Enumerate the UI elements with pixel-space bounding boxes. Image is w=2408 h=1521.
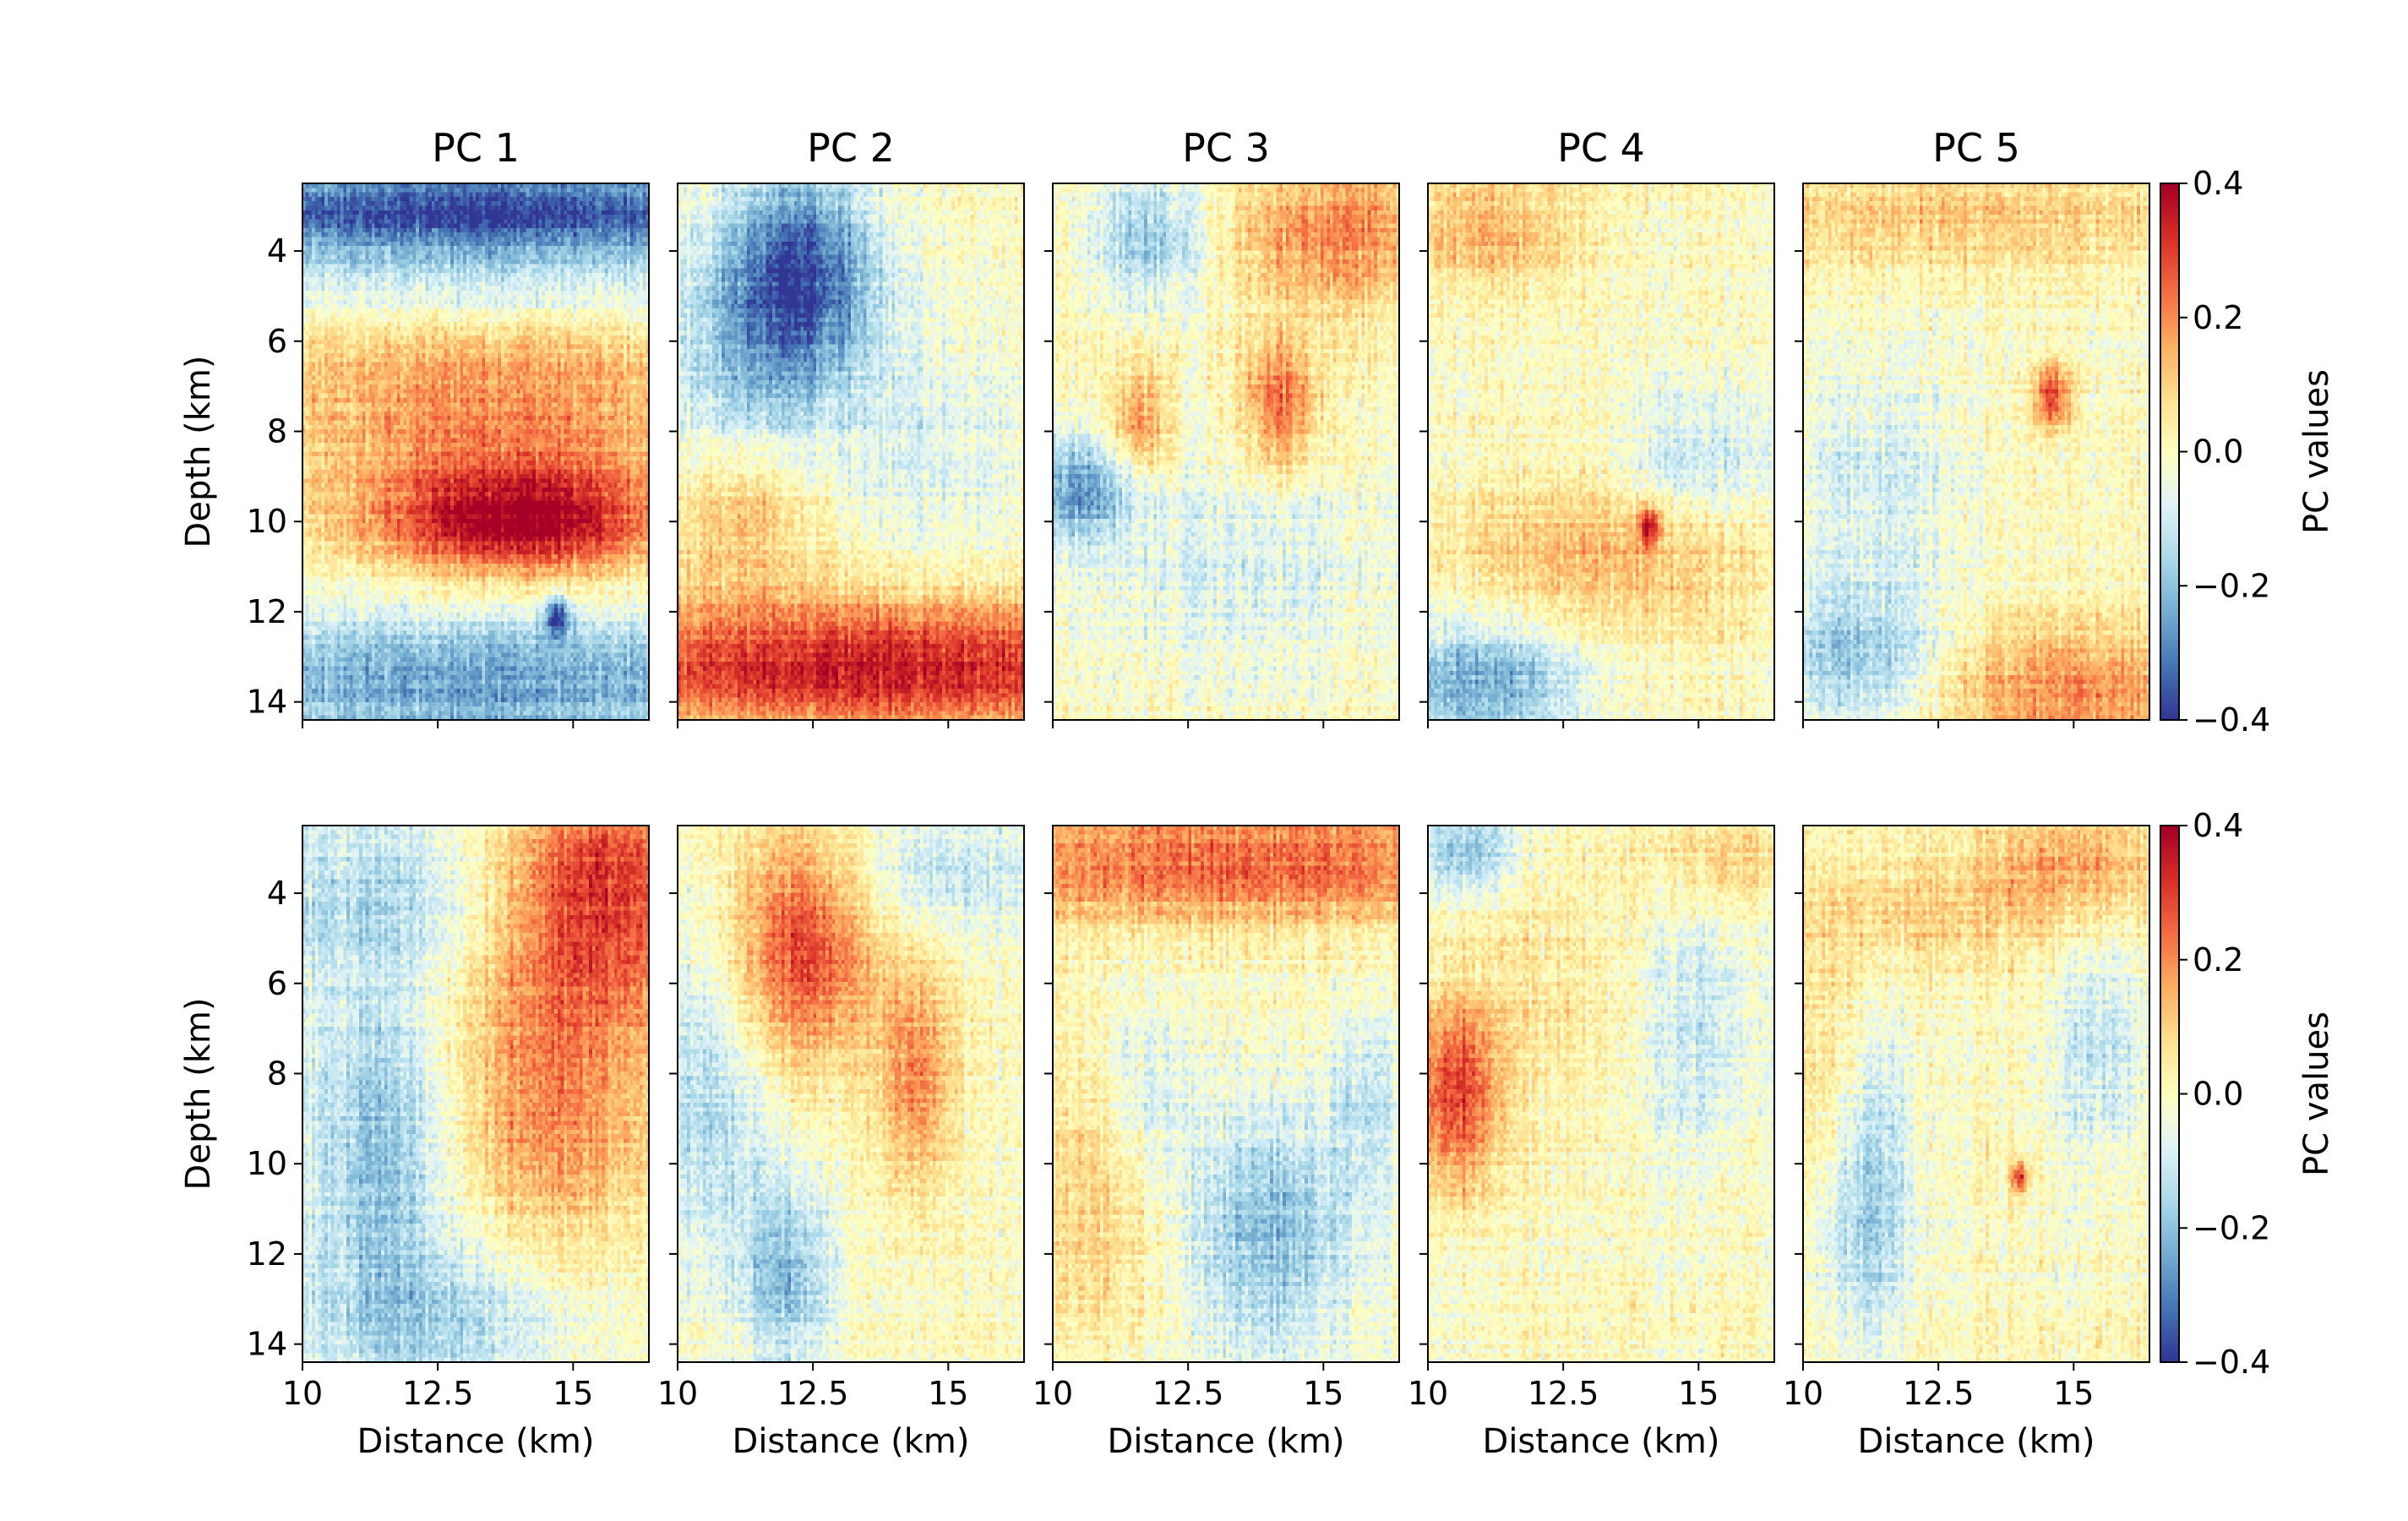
panel-frame-r2-pc4 xyxy=(1427,825,1775,1363)
panel-frame-r2-pc1 xyxy=(302,825,650,1363)
y-tick-label: 6 xyxy=(267,965,287,1002)
heatmap-r2-pc5 xyxy=(1803,826,2149,1362)
y-tick-label: 10 xyxy=(247,1145,287,1182)
heatmap-r2-pc2 xyxy=(678,826,1024,1362)
colorbar-tick-label: 0.2 xyxy=(2193,299,2243,336)
colorbar-tick-label: −0.4 xyxy=(2193,701,2270,739)
x-tick-label: 12.5 xyxy=(1528,1375,1599,1412)
panel-frame-r1-pc4 xyxy=(1427,183,1775,721)
y-tick-label: 14 xyxy=(247,1326,287,1363)
y-tick-label: 4 xyxy=(267,875,287,912)
colorbar-label: PC values xyxy=(2297,1011,2336,1176)
panel-frame-r2-pc5 xyxy=(1802,825,2150,1363)
panel-frame-r1-pc1 xyxy=(302,183,650,721)
x-tick-label: 15 xyxy=(1303,1375,1343,1412)
heatmap-r2-pc1 xyxy=(302,826,649,1362)
heatmap-r1-pc4 xyxy=(1428,183,1774,720)
x-axis-label: Distance (km) xyxy=(733,1422,970,1461)
y-tick-label: 10 xyxy=(247,503,287,540)
colorbars: 0.4 0.2 0.0 −0.2 −0.4 PC values 0.4 0.2 0.0 −0.2 −… xyxy=(2160,165,2336,1381)
y-tick-label: 12 xyxy=(247,593,287,630)
colorbar-tick-label: 0.4 xyxy=(2193,807,2243,844)
x-tick-label: 10 xyxy=(282,1375,323,1412)
heatmap-r2-pc4 xyxy=(1428,826,1774,1362)
heatmap-r1-pc2 xyxy=(678,183,1024,720)
panel-title-r1-pc4: PC 4 xyxy=(1557,125,1645,171)
colorbar-1 xyxy=(2160,183,2179,720)
x-tick-label: 12.5 xyxy=(1903,1375,1975,1412)
x-tick-label: 10 xyxy=(1408,1375,1448,1412)
panel-frame-r1-pc2 xyxy=(677,183,1025,721)
x-tick-label: 15 xyxy=(553,1375,593,1412)
heatmap-r1-pc1 xyxy=(302,183,649,720)
x-axis-label: Distance (km) xyxy=(1108,1422,1345,1461)
y-tick-label: 14 xyxy=(247,684,287,721)
panel-title-r1-pc1: PC 1 xyxy=(432,125,520,171)
heatmap-r2-pc3 xyxy=(1053,826,1399,1362)
x-axis-label: Distance (km) xyxy=(1858,1422,2095,1461)
panel-frame-r2-pc2 xyxy=(677,825,1025,1363)
x-tick-label: 10 xyxy=(1783,1375,1823,1412)
x-tick-label: 15 xyxy=(2053,1375,2094,1412)
colorbar-tick-label: 0.0 xyxy=(2193,1076,2243,1113)
y-axis-label: Depth (km) xyxy=(179,356,218,548)
colorbar-tick-label: 0.2 xyxy=(2193,941,2243,979)
y-tick-label: 6 xyxy=(267,323,287,360)
heatmap-r1-pc3 xyxy=(1053,183,1399,720)
colorbar-tick-label: −0.2 xyxy=(2193,567,2270,604)
y-axis-label: Depth (km) xyxy=(179,998,218,1191)
heatmap-r1-pc5 xyxy=(1803,183,2149,720)
x-tick-label: 12.5 xyxy=(402,1375,474,1412)
colorbar-tick-label: −0.4 xyxy=(2193,1344,2270,1381)
panel-title-r1-pc5: PC 5 xyxy=(1932,125,2020,171)
panel-frame-r2-pc3 xyxy=(1052,825,1400,1363)
y-tick-label: 8 xyxy=(267,1055,287,1092)
colorbar-tick-label: 0.0 xyxy=(2193,433,2243,471)
panel-title-r1-pc2: PC 2 xyxy=(807,125,895,171)
colorbar-2 xyxy=(2160,826,2179,1362)
colorbar-label: PC values xyxy=(2297,369,2336,534)
colorbar-tick-label: −0.2 xyxy=(2193,1209,2270,1246)
x-axis-label: Distance (km) xyxy=(1483,1422,1720,1461)
y-tick-label: 8 xyxy=(267,412,287,450)
axes-and-labels: PC 1 4 6 8 10 12 14 Depth (km) PC 2 PC 3 PC 4 PC 5 1… xyxy=(179,125,2150,1461)
y-tick-label: 4 xyxy=(267,232,287,270)
heatmap-panels xyxy=(302,183,2149,1362)
panel-frame-r1-pc5 xyxy=(1802,183,2150,721)
x-tick-label: 12.5 xyxy=(1152,1375,1224,1412)
panel-title-r1-pc3: PC 3 xyxy=(1182,125,1270,171)
x-tick-label: 15 xyxy=(1678,1375,1719,1412)
x-tick-label: 10 xyxy=(1032,1375,1073,1412)
x-axis-label: Distance (km) xyxy=(357,1422,595,1461)
panel-frame-r1-pc3 xyxy=(1052,183,1400,721)
x-tick-label: 10 xyxy=(657,1375,698,1412)
y-tick-label: 12 xyxy=(247,1235,287,1273)
colorbar-tick-label: 0.4 xyxy=(2193,165,2243,202)
x-tick-label: 12.5 xyxy=(777,1375,849,1412)
x-tick-label: 15 xyxy=(928,1375,968,1412)
